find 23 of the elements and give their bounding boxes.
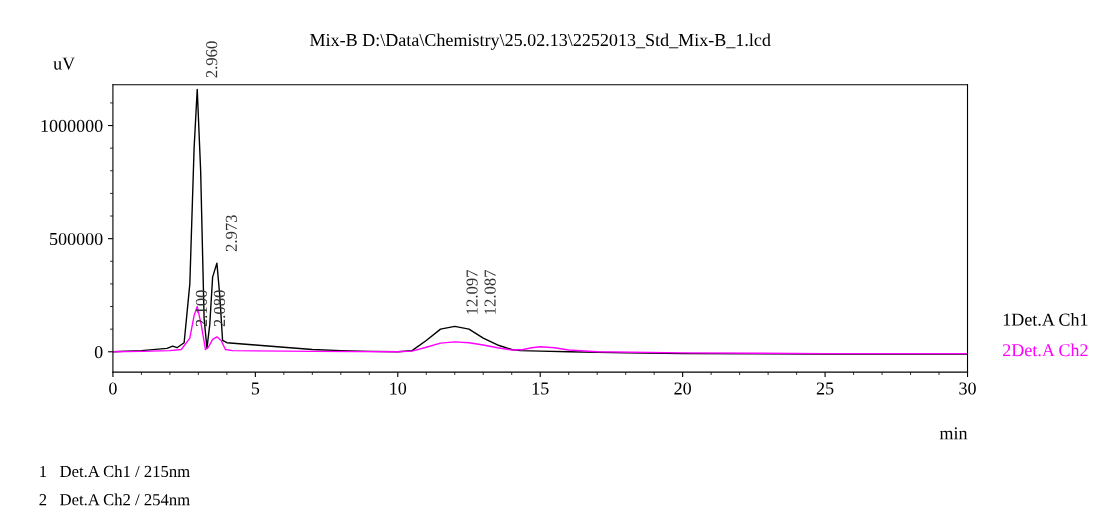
annotation: 12.087	[484, 269, 496, 314]
annotation: 12.097	[466, 269, 478, 314]
text: 1Det.A Ch1	[1003, 313, 1088, 326]
x-axis-title: min	[939, 427, 968, 440]
annotation: 2.100	[195, 290, 208, 327]
series-label: 2Det.A Ch2	[1003, 343, 1088, 357]
x-tick-label: 15	[532, 382, 549, 395]
annotation: 2.973	[225, 215, 238, 252]
annotation: 2.960	[206, 41, 218, 78]
chart-title: Mix-B D:\Data\Chemistry\25.02.13\2252013_Std_Mix-B_1.lcd	[310, 33, 771, 50]
annotation: 2.080	[213, 290, 226, 327]
x-tick-label: 20	[674, 382, 691, 395]
y-axis-title: uV	[53, 57, 75, 70]
y-tick-label: 0	[94, 346, 103, 359]
x-tick-label: 25	[816, 382, 834, 395]
y-tick-label: 500000	[50, 232, 103, 246]
x-tick-label: 10	[390, 382, 407, 395]
y-tick-label: 1000000	[41, 119, 103, 132]
x-tick-label: 30	[959, 382, 976, 395]
text: 1 Det.A Ch1 / 215nm	[40, 465, 190, 478]
x-tick-label: 0	[109, 382, 117, 395]
x-tick-label: 5	[251, 382, 260, 395]
text: 2 Det.A Ch2 / 254nm	[39, 493, 190, 506]
